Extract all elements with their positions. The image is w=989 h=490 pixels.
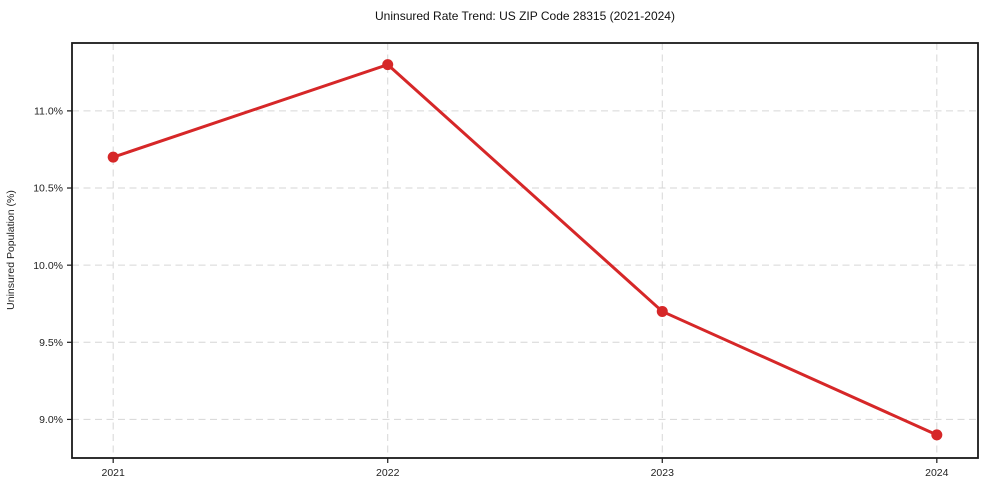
- plot-generated-layer: 9.0% 9.5% 10.0% 10.5% 11.0% 2021 2022 2023 2024: [33, 42, 979, 479]
- trend-line: [111, 63, 939, 437]
- x-tick-label: 2022: [376, 467, 400, 479]
- data-point: [382, 59, 394, 71]
- data-point: [107, 151, 119, 163]
- y-tick-label: 10.5%: [33, 183, 63, 195]
- data-point: [656, 305, 668, 317]
- y-tick-label: 9.0%: [39, 414, 63, 426]
- y-tick-label: 11.0%: [34, 106, 63, 118]
- x-tick-label: 2024: [925, 467, 949, 479]
- data-point: [931, 429, 943, 441]
- plot-border: [71, 42, 979, 459]
- y-axis-label: Uninsured Population (%): [5, 190, 17, 310]
- x-tick-label: 2021: [102, 467, 126, 479]
- x-tick-label: 2023: [651, 467, 675, 479]
- y-tick-label: 9.5%: [39, 337, 63, 349]
- chart-title: Uninsured Rate Trend: US ZIP Code 28315 …: [375, 9, 675, 23]
- y-tick-label: 10.0%: [33, 260, 63, 272]
